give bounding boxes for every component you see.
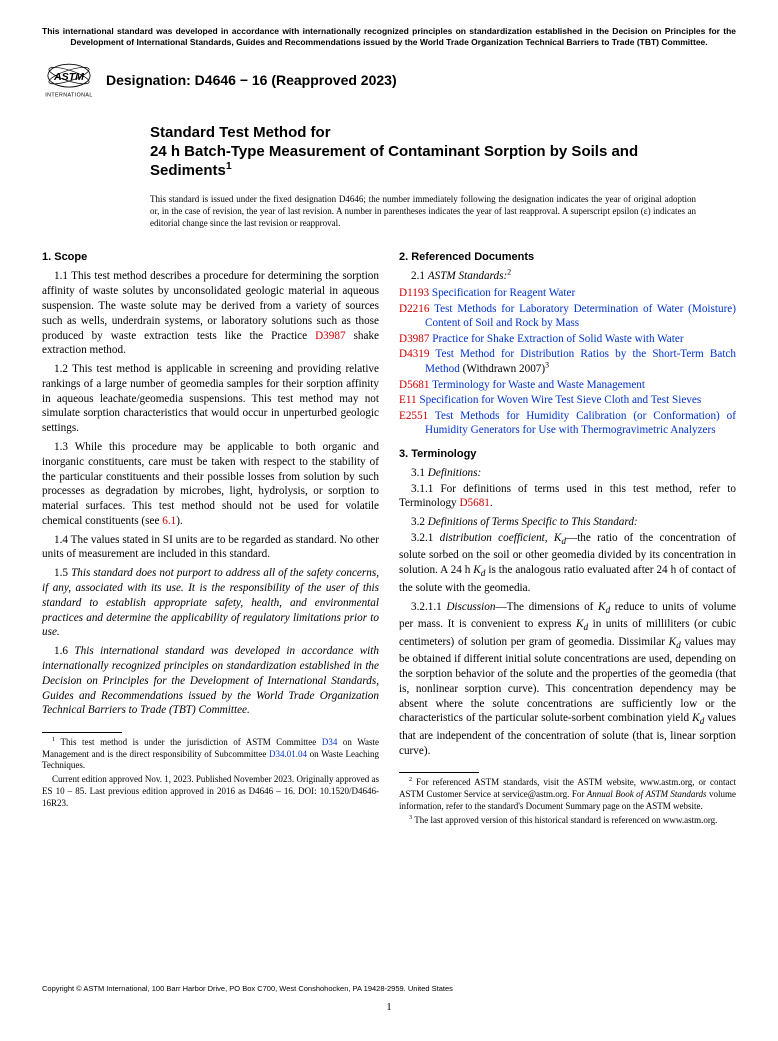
footnote-2: 2 For referenced ASTM standards, visit t… bbox=[399, 777, 736, 812]
footer: Copyright © ASTM International, 100 Barr… bbox=[42, 984, 736, 1013]
ref-code[interactable]: D4319 bbox=[399, 348, 429, 360]
ref-item: E11 Specification for Woven Wire Test Si… bbox=[399, 393, 736, 408]
title-block: Standard Test Method for 24 h Batch-Type… bbox=[150, 124, 716, 180]
p32a: 3.2 bbox=[411, 516, 428, 528]
p3211n: 3.2.1.1 bbox=[411, 601, 446, 613]
footnote-3: 3 The last approved version of this hist… bbox=[399, 815, 736, 827]
title-text: 24 h Batch-Type Measurement of Contamina… bbox=[150, 143, 638, 179]
kd2: Kd bbox=[598, 601, 610, 613]
footnote-rule-left bbox=[42, 732, 122, 733]
para-3-2-1-1: 3.2.1.1 Discussion—The dimensions of Kd … bbox=[399, 600, 736, 759]
ref-code[interactable]: D2216 bbox=[399, 303, 429, 315]
right-column: 2. Referenced Documents 2.1 ASTM Standar… bbox=[399, 251, 736, 828]
p15-num: 1.5 bbox=[54, 567, 71, 579]
p21a: 2.1 bbox=[411, 270, 428, 282]
ref-title[interactable]: Test Methods for Laboratory Determinatio… bbox=[425, 303, 736, 330]
footnote-1: 1 This test method is under the jurisdic… bbox=[42, 737, 379, 772]
para-2-1: 2.1 ASTM Standards:2 bbox=[399, 269, 736, 284]
section-2-head: 2. Referenced Documents bbox=[399, 251, 736, 263]
p3211b: —The dimensions of bbox=[495, 601, 598, 613]
footnote-1b: Current edition approved Nov. 1, 2023. P… bbox=[42, 774, 379, 809]
ref-item: D2216 Test Methods for Laboratory Determ… bbox=[399, 302, 736, 331]
link-d5681[interactable]: D5681 bbox=[459, 497, 489, 509]
ref-title[interactable]: Test Methods for Humidity Calibration (o… bbox=[425, 410, 736, 437]
ref-tail: (Withdrawn 2007) bbox=[460, 363, 545, 375]
p13b: ). bbox=[176, 515, 183, 527]
p311b: . bbox=[490, 497, 493, 509]
ref-title[interactable]: Terminology for Waste and Waste Manageme… bbox=[432, 379, 645, 391]
p321term: distribution coefficient, Kd bbox=[440, 532, 566, 544]
ref-item: D3987 Practice for Shake Extraction of S… bbox=[399, 332, 736, 347]
para-1-5: 1.5 This standard does not purport to ad… bbox=[42, 566, 379, 640]
p16-num: 1.6 bbox=[54, 645, 74, 657]
designation: Designation: D4646 − 16 (Reapproved 2023… bbox=[106, 72, 397, 88]
refs-list: D1193 Specification for Reagent WaterD22… bbox=[399, 286, 736, 438]
para-3-2: 3.2 Definitions of Terms Specific to Thi… bbox=[399, 515, 736, 530]
top-notice: This international standard was develope… bbox=[42, 26, 736, 48]
p15-body: This standard does not purport to addres… bbox=[42, 567, 379, 638]
p31a: 3.1 bbox=[411, 467, 428, 479]
ref-item: D5681 Terminology for Waste and Waste Ma… bbox=[399, 378, 736, 393]
title-sup: 1 bbox=[226, 160, 232, 172]
ref-title[interactable]: Practice for Shake Extraction of Solid W… bbox=[432, 333, 683, 345]
issue-note: This standard is issued under the fixed … bbox=[150, 194, 696, 229]
kd5: Kd bbox=[692, 712, 704, 724]
ref-code[interactable]: E11 bbox=[399, 394, 417, 406]
ref-code[interactable]: E2551 bbox=[399, 410, 428, 422]
ref-title[interactable]: Specification for Reagent Water bbox=[432, 287, 575, 299]
link-d34[interactable]: D34 bbox=[322, 737, 338, 747]
kd4: Kd bbox=[669, 636, 681, 648]
p21i: ASTM Standards: bbox=[428, 270, 507, 282]
para-1-3: 1.3 While this procedure may be applicab… bbox=[42, 440, 379, 529]
fn2i: Annual Book of ASTM Standards bbox=[587, 789, 707, 799]
para-1-2: 1.2 This test method is applicable in sc… bbox=[42, 362, 379, 436]
header-row: ASTM INTERNATIONAL Designation: D4646 − … bbox=[42, 58, 736, 102]
columns: 1. Scope 1.1 This test method describes … bbox=[42, 251, 736, 828]
p13a: 1.3 While this procedure may be applicab… bbox=[42, 441, 379, 527]
ref-title[interactable]: Specification for Woven Wire Test Sieve … bbox=[419, 394, 701, 406]
kd3: Kd bbox=[576, 618, 588, 630]
p31i: Definitions: bbox=[428, 467, 481, 479]
link-d34-01-04[interactable]: D34.01.04 bbox=[269, 749, 307, 759]
para-3-2-1: 3.2.1 distribution coefficient, Kd—the r… bbox=[399, 531, 736, 596]
ref-item: D1193 Specification for Reagent Water bbox=[399, 286, 736, 301]
footnote-rule-right bbox=[399, 772, 479, 773]
fn3t: The last approved version of this histor… bbox=[412, 815, 717, 825]
copyright: Copyright © ASTM International, 100 Barr… bbox=[42, 984, 736, 993]
p32i: Definitions of Terms Specific to This St… bbox=[428, 516, 638, 528]
title-line2: 24 h Batch-Type Measurement of Contamina… bbox=[150, 143, 716, 181]
p321n: 3.2.1 bbox=[411, 532, 440, 544]
ref-code[interactable]: D3987 bbox=[399, 333, 429, 345]
p3211i: Discussion bbox=[446, 601, 495, 613]
ref-code[interactable]: D5681 bbox=[399, 379, 429, 391]
kd1: Kd bbox=[473, 564, 485, 576]
ref-item: E2551 Test Methods for Humidity Calibrat… bbox=[399, 409, 736, 438]
p16-body: This international standard was develope… bbox=[42, 645, 379, 716]
svg-text:INTERNATIONAL: INTERNATIONAL bbox=[45, 93, 92, 99]
fn1a: This test method is under the jurisdicti… bbox=[55, 737, 322, 747]
ref-code[interactable]: D1193 bbox=[399, 287, 429, 299]
svg-text:ASTM: ASTM bbox=[53, 71, 84, 83]
left-column: 1. Scope 1.1 This test method describes … bbox=[42, 251, 379, 828]
para-1-1: 1.1 This test method describes a procedu… bbox=[42, 269, 379, 358]
p21sup: 2 bbox=[507, 268, 511, 277]
page-number: 1 bbox=[42, 1001, 736, 1013]
para-1-4: 1.4 The values stated in SI units are to… bbox=[42, 533, 379, 563]
title-line1: Standard Test Method for bbox=[150, 124, 716, 143]
section-1-head: 1. Scope bbox=[42, 251, 379, 263]
section-3-head: 3. Terminology bbox=[399, 448, 736, 460]
link-6-1[interactable]: 6.1 bbox=[162, 515, 176, 527]
para-3-1: 3.1 Definitions: bbox=[399, 466, 736, 481]
ref-item: D4319 Test Method for Distribution Ratio… bbox=[399, 347, 736, 376]
p3211b4: values may be obtained if different init… bbox=[399, 636, 736, 725]
astm-logo: ASTM INTERNATIONAL bbox=[42, 58, 96, 102]
link-d3987[interactable]: D3987 bbox=[315, 330, 345, 342]
para-1-6: 1.6 This international standard was deve… bbox=[42, 644, 379, 718]
para-3-1-1: 3.1.1 For definitions of terms used in t… bbox=[399, 482, 736, 512]
p311a: 3.1.1 For definitions of terms used in t… bbox=[399, 483, 736, 510]
